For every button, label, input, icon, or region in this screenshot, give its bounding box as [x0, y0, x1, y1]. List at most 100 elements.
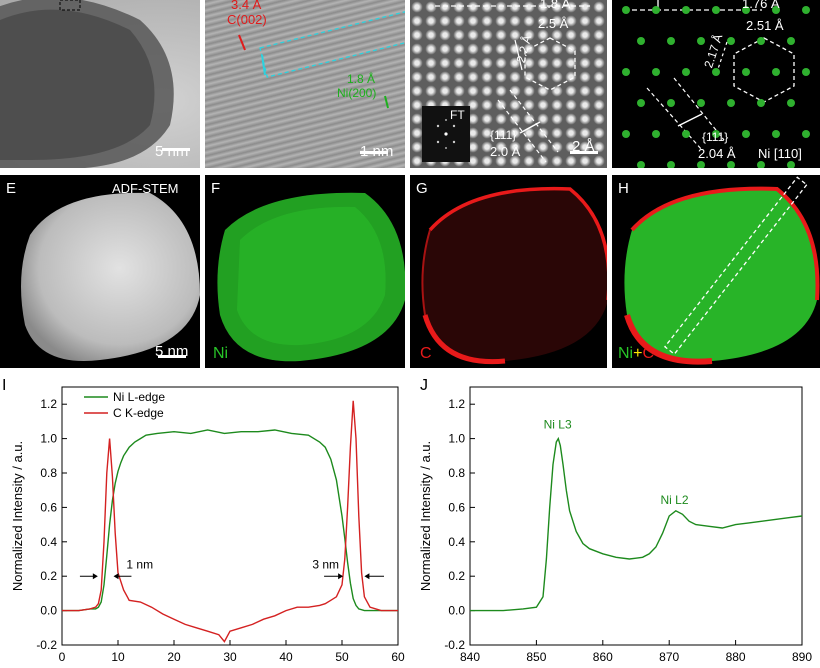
y-tick-label: 0.4 [40, 535, 57, 549]
ni-atom [622, 6, 630, 14]
panel-b-dc: 3.4 Å [231, 0, 262, 12]
x-tick-label: 870 [659, 650, 679, 664]
ni-atom [667, 99, 675, 107]
x-tick-label: 860 [593, 650, 613, 664]
ni-atom [652, 68, 660, 76]
ni-atom [772, 68, 780, 76]
y-tick-label: 1.0 [448, 432, 465, 446]
y-tick-label: -0.2 [36, 638, 57, 652]
x-tick-label: 20 [167, 650, 181, 664]
panel-j-chart: 840 850 860 870 880 890 -0.2 0.0 0.2 0.4 0.6 0.8 1.0… [410, 375, 820, 668]
peak-label-1: Ni L2 [661, 493, 689, 507]
panel-b-cplane: C(002) [227, 12, 267, 27]
panel-c-plane: {111} [490, 128, 517, 142]
ni-atom [802, 130, 810, 138]
arrowhead [113, 573, 119, 580]
ni-atom [652, 130, 660, 138]
ni-atom [637, 37, 645, 45]
panel-d-zone: Ni [110] [758, 146, 802, 161]
ni-atom [742, 6, 750, 14]
panel-d-top: 1.76 Å [742, 0, 780, 11]
x-tick-label: 840 [460, 650, 480, 664]
x-tick-label: 10 [111, 650, 125, 664]
panel-i-svg: 0 10 20 30 40 50 60 -0.2 0.0 0.2 0.4 0.6 0.8 1.0 1.2 No… [10, 386, 405, 664]
x-tick-label: 890 [792, 650, 812, 664]
ni-atom [697, 99, 705, 107]
y-tick-label: 0.8 [40, 466, 57, 480]
ni-atom [727, 99, 735, 107]
panel-j-svg: 840 850 860 870 880 890 -0.2 0.0 0.2 0.4 0.6 0.8 1.0… [418, 386, 812, 664]
ni-atom [727, 37, 735, 45]
y-tick-label: 0.2 [448, 569, 465, 583]
panel-g-image [421, 186, 607, 365]
ni-atom [772, 6, 780, 14]
ni-atom [757, 161, 765, 168]
ni-atom [712, 6, 720, 14]
ni-atom [787, 37, 795, 45]
panel-f-element: Ni [213, 345, 229, 362]
panel-g-letter: G [416, 180, 428, 197]
ni-atom [667, 161, 675, 168]
ni-atom [682, 68, 690, 76]
ni-atom [757, 37, 765, 45]
ni-atom [742, 68, 750, 76]
legend-entry-0: Ni L-edge [113, 390, 165, 404]
panel-e-mode: ADF-STEM [112, 181, 179, 196]
panel-b-niplane: Ni(200) [337, 86, 377, 100]
panel-h-letter: H [618, 180, 629, 197]
panel-g-element: C [420, 345, 432, 362]
panel-e-image [21, 192, 200, 361]
panel-b-dni: 1.8 Å [347, 72, 376, 86]
ni-atom [757, 99, 765, 107]
x-tick-label: 0 [59, 650, 66, 664]
panel-h-plus: + [633, 345, 643, 362]
plot-frame [469, 386, 803, 646]
x-tick-label: 880 [726, 650, 746, 664]
y-tick-label: 0.4 [448, 535, 465, 549]
panel-h-el2: C [642, 345, 655, 362]
panel-e-scale: 5 nm [155, 343, 189, 360]
panel-h-image [624, 176, 820, 365]
y-axis-label: Normalized Intensity / a.u. [10, 441, 25, 591]
ni-atom [622, 68, 630, 76]
ni-atom [637, 161, 645, 168]
panel-f-image [217, 192, 405, 362]
y-tick-label: 1.2 [448, 397, 465, 411]
y-tick-label: -0.2 [444, 638, 465, 652]
x-tick-label: 850 [526, 650, 546, 664]
ni-atom [712, 68, 720, 76]
y-tick-label: 1.0 [40, 432, 57, 446]
arrowhead [338, 573, 344, 580]
panel-c-hrtem: 1.8 Å 2.5 Å 2.2 Å FT {111} 2.0 Å 2 Å [410, 0, 607, 168]
panel-d-d3: 2.04 Å [698, 146, 736, 161]
panel-c-top: 1.8 Å [540, 0, 571, 11]
panel-a-image [0, 0, 190, 168]
panel-h-overlay: H Ni+C [612, 175, 820, 368]
panel-c-image [422, 5, 598, 163]
panel-b-image [238, 10, 405, 154]
ni-atom [787, 99, 795, 107]
panel-h-legend: Ni+C [618, 345, 654, 363]
panel-d-model: 1.76 Å 2.51 Å 2.17 Å {111} 2.04 Å Ni [11… [612, 0, 820, 168]
panel-f-letter: F [211, 180, 221, 197]
ni-atom [727, 161, 735, 168]
ni-atom [697, 37, 705, 45]
peak-label-0: Ni L3 [544, 417, 572, 431]
panel-j-letter: J [420, 377, 428, 394]
ni-atom [712, 130, 720, 138]
series-line-1 [62, 400, 398, 643]
x-tick-label: 50 [335, 650, 349, 664]
panel-d-plane: {111} [702, 130, 729, 144]
y-tick-label: 0.8 [448, 466, 465, 480]
annotation-1nm: 1 nm [126, 557, 153, 571]
panel-f-ni-map: F Ni [205, 175, 405, 368]
panel-g-c-map: G C [410, 175, 607, 368]
panel-b-scale: 1 nm [360, 143, 394, 160]
annotation-3nm: 3 nm [312, 557, 339, 571]
ni-atom [682, 130, 690, 138]
y-tick-label: 0.0 [40, 604, 57, 618]
y-tick-label: 0.2 [40, 569, 57, 583]
y-tick-label: 0.6 [448, 500, 465, 514]
panel-e-adf-stem: E ADF-STEM 5 nm [0, 175, 200, 368]
panel-a-scale: 5 nm [155, 143, 189, 160]
